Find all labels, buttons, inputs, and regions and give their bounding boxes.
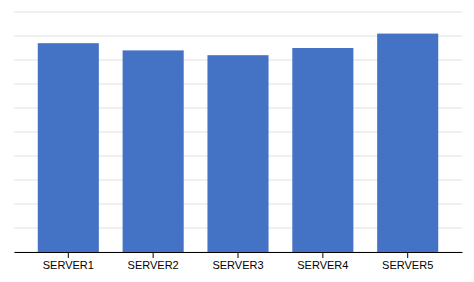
x-tick-mark bbox=[322, 252, 323, 258]
x-tick-label: SERVER5 bbox=[382, 259, 433, 271]
x-tick-mark bbox=[238, 252, 239, 258]
x-tick-label: SERVER4 bbox=[297, 259, 348, 271]
x-tick: SERVER2 bbox=[128, 252, 179, 271]
grid bbox=[14, 12, 462, 252]
bar bbox=[38, 43, 99, 252]
x-tick: SERVER1 bbox=[43, 252, 94, 271]
x-tick-label: SERVER3 bbox=[212, 259, 263, 271]
chart-container: SERVER1 SERVER2 SERVER3 SERVER4 SERVER5 bbox=[0, 0, 474, 282]
bar bbox=[377, 34, 438, 252]
x-tick: SERVER4 bbox=[297, 252, 348, 271]
x-tick-mark bbox=[407, 252, 408, 258]
chart: SERVER1 SERVER2 SERVER3 SERVER4 SERVER5 bbox=[0, 0, 474, 282]
x-tick-mark bbox=[153, 252, 154, 258]
x-tick-label: SERVER2 bbox=[128, 259, 179, 271]
plot-area: SERVER1 SERVER2 SERVER3 SERVER4 SERVER5 bbox=[14, 12, 463, 271]
bars bbox=[38, 34, 438, 252]
grid-line bbox=[14, 12, 462, 13]
bar bbox=[123, 50, 184, 252]
x-tick-label: SERVER1 bbox=[43, 259, 94, 271]
x-tick: SERVER5 bbox=[382, 252, 433, 271]
bar bbox=[292, 48, 353, 252]
bar bbox=[207, 55, 268, 252]
x-tick-mark bbox=[68, 252, 69, 258]
x-tick: SERVER3 bbox=[212, 252, 263, 271]
x-axis: SERVER1 SERVER2 SERVER3 SERVER4 SERVER5 bbox=[15, 252, 463, 271]
